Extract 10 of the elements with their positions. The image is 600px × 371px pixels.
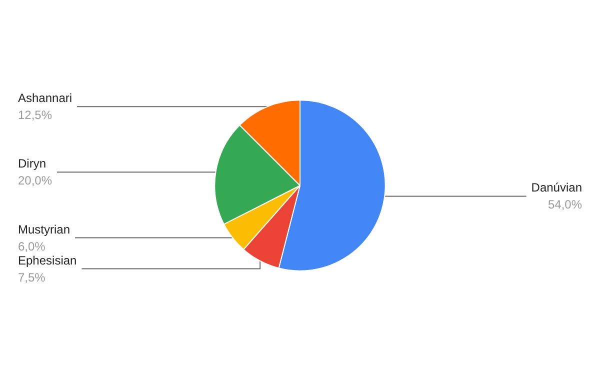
data-label: 6,0% <box>18 239 46 254</box>
data-label: 20,0% <box>18 174 52 188</box>
data-label: 7,5% <box>18 270 46 284</box>
slice-label: Danúvian <box>531 180 582 195</box>
slice-label: Mustyrian <box>18 222 70 236</box>
slice-label: Ephesisian <box>18 253 77 268</box>
data-label: 12,5% <box>18 108 52 122</box>
slice-label: Ashannari <box>18 91 72 106</box>
data-label: 54,0% <box>548 198 582 212</box>
slice-label: Diryn <box>18 156 46 171</box>
